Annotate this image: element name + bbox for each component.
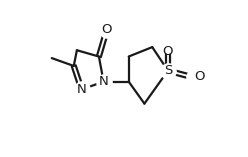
Text: O: O xyxy=(163,45,173,58)
Text: N: N xyxy=(77,83,87,96)
Text: O: O xyxy=(194,70,205,83)
Text: S: S xyxy=(164,64,172,77)
Text: N: N xyxy=(99,75,108,88)
Text: O: O xyxy=(101,23,112,36)
